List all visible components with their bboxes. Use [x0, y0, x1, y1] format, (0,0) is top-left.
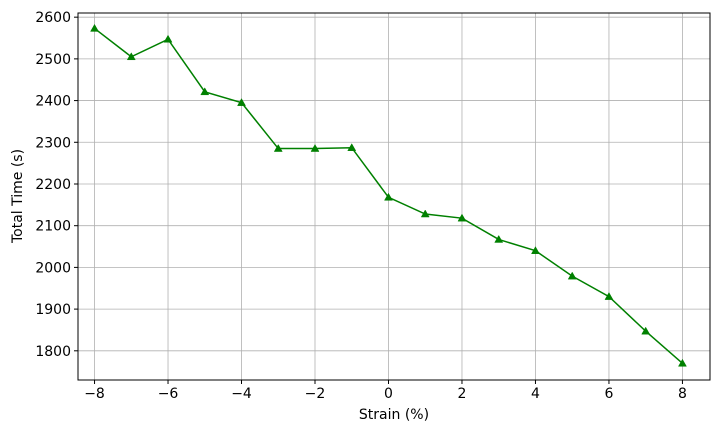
x-tick-label: 4: [531, 386, 540, 402]
data-point-marker: [237, 98, 246, 106]
plot-area-frame: [77, 12, 711, 381]
y-tick-label: 2200: [35, 177, 71, 193]
x-axis-label: Strain (%): [359, 407, 429, 423]
y-axis: 1800 1900 2000 2100 2200 2300 2400 2500 2600: [35, 10, 78, 360]
data-point-marker: [457, 213, 467, 222]
x-axis: −8 −6 −4 −2 0 2 4 6 8: [84, 380, 687, 402]
data-point-marker: [420, 209, 430, 218]
x-tick-label: 6: [604, 386, 613, 402]
y-tick-label: 1800: [35, 344, 71, 360]
x-tick-label: −6: [158, 386, 179, 402]
y-tick-label: 2600: [35, 10, 71, 26]
grid-lines: [78, 13, 710, 380]
x-tick-label: −2: [305, 386, 326, 402]
data-point-marker: [678, 358, 687, 367]
data-series: [90, 23, 687, 367]
x-tick-label: −8: [84, 386, 105, 402]
x-tick-label: 2: [458, 386, 467, 402]
data-point-marker: [567, 271, 577, 280]
data-point-marker: [641, 326, 651, 335]
data-point-marker: [604, 292, 614, 300]
data-point-marker: [273, 144, 283, 152]
y-tick-label: 2100: [35, 219, 71, 235]
x-tick-label: 8: [678, 386, 687, 402]
x-tick-label: 0: [384, 386, 393, 402]
data-point-marker: [494, 234, 504, 243]
data-point-marker: [90, 23, 99, 32]
x-tick-label: −4: [231, 386, 252, 402]
data-point-marker: [310, 144, 320, 152]
data-point-marker: [531, 246, 540, 254]
data-point-marker: [163, 34, 173, 43]
data-point-marker: [347, 143, 357, 151]
data-point-marker: [126, 52, 136, 61]
data-point-marker: [200, 87, 210, 96]
y-tick-label: 1900: [35, 302, 71, 318]
y-tick-label: 2000: [35, 260, 71, 276]
y-tick-label: 2400: [35, 94, 71, 110]
y-tick-label: 2500: [35, 52, 71, 68]
data-point-marker: [384, 192, 393, 201]
y-axis-label: Total Time (s): [10, 149, 26, 244]
y-tick-label: 2300: [35, 135, 71, 151]
